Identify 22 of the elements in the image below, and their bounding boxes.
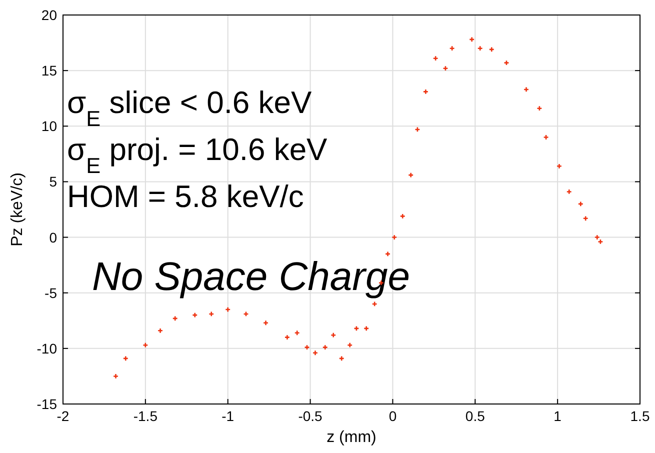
y-tick-label: -10 (36, 340, 58, 356)
y-tick-label: 10 (41, 118, 58, 134)
x-tick-label: -1.5 (133, 408, 158, 424)
annotation: No Space Charge (92, 255, 410, 299)
y-tick-label: 5 (49, 174, 58, 190)
annotation: HOM = 5.8 keV/c (67, 179, 304, 214)
y-tick-label: -5 (44, 284, 58, 301)
x-axis-title: z (mm) (326, 429, 376, 446)
annotation: σ$_{E}$ slice < 0.6 keV (67, 85, 312, 130)
x-tick-label: 1.5 (630, 408, 650, 424)
x-tick-label: 0.5 (465, 408, 486, 424)
x-tick-label: 0 (388, 408, 397, 424)
y-tick-label: -15 (36, 396, 58, 412)
x-tick-label: -1 (222, 408, 234, 424)
y-tick-label: 15 (41, 62, 58, 79)
annotation: σ$_{E}$ proj. = 10.6 keV (67, 132, 328, 178)
x-tick-label: -0.5 (298, 408, 323, 424)
x-tick-label: 1 (554, 408, 562, 424)
x-tick-label: -2 (56, 408, 70, 424)
y-tick-label: 0 (49, 229, 58, 246)
y-tick-label: 20 (41, 7, 58, 23)
y-axis-title: Pz (keV/c) (9, 172, 26, 246)
